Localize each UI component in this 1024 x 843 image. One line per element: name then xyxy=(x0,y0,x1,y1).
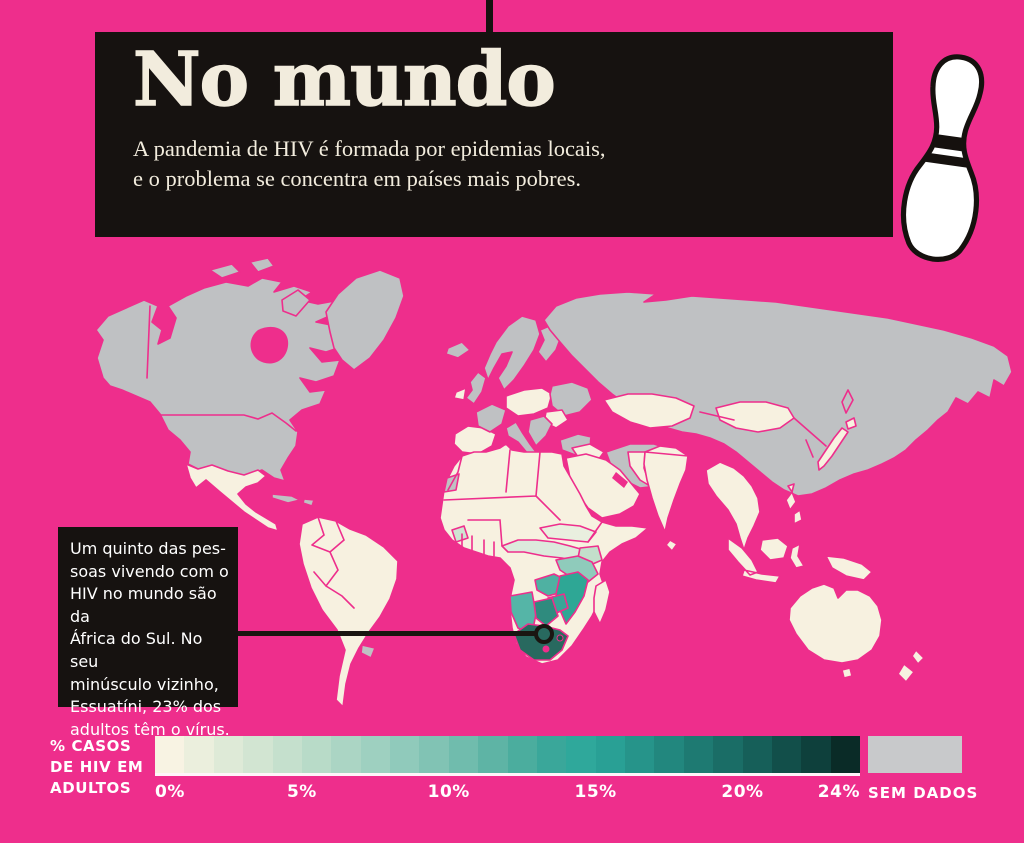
bowling-pin-icon xyxy=(858,48,1010,286)
legend-gradient-cell xyxy=(331,736,361,773)
asia-borders xyxy=(699,411,827,458)
region-indonesia xyxy=(727,537,805,584)
legend-gradient-cell xyxy=(419,736,449,773)
legend-gradient-cell xyxy=(654,736,684,773)
region-australia xyxy=(788,583,883,664)
legend-gradient-cell xyxy=(625,736,655,773)
legend-tick-label: 20% xyxy=(721,782,764,802)
legend-gradient-cell xyxy=(742,736,772,773)
region-madagascar xyxy=(593,579,611,625)
us-canada-border xyxy=(121,305,297,432)
legend-gradient-cell xyxy=(683,736,714,773)
legend-gradient-cell xyxy=(771,736,802,773)
region-cuba-hispaniola xyxy=(271,493,315,507)
region-balkans xyxy=(527,415,553,447)
region-mongolia xyxy=(715,401,795,433)
legend-gradient-bar xyxy=(155,736,860,773)
region-new-zealand xyxy=(897,649,925,683)
legend-gradient-cell xyxy=(830,736,860,773)
legend-gradient-cell xyxy=(566,736,596,773)
legend-gradient-cell xyxy=(713,736,743,773)
region-lesotho xyxy=(542,645,550,653)
legend-tick-label: 15% xyxy=(574,782,617,802)
region-indochina xyxy=(705,461,761,551)
legend-tick-label: 10% xyxy=(427,782,470,802)
callout-box: Um quinto das pes- soas vivendo com o HI… xyxy=(58,527,238,739)
legend-gradient-cell xyxy=(243,736,273,773)
top-accent-line xyxy=(486,0,493,34)
africa-borders xyxy=(443,449,689,557)
region-kazakhstan xyxy=(603,393,695,429)
region-russia-china xyxy=(543,291,1013,497)
region-united-kingdom xyxy=(465,371,487,405)
region-eswatini xyxy=(556,634,564,642)
region-new-guinea xyxy=(825,555,873,581)
legend-no-data-label: SEM DADOS xyxy=(868,784,979,802)
region-ireland xyxy=(453,387,467,401)
legend-ticks: 0% 5% 10% 15% 20% 24% xyxy=(155,782,860,804)
page-title: No mundo xyxy=(132,37,556,123)
legend-gradient-cell xyxy=(272,736,302,773)
legend-gradient-cell xyxy=(478,736,508,773)
legend-gradient-cell xyxy=(507,736,537,773)
legend-gradient-cell xyxy=(801,736,831,773)
persian-gulf xyxy=(612,472,628,488)
legend-no-data-swatch xyxy=(868,736,962,773)
region-sri-lanka xyxy=(665,539,678,552)
legend-tick-label: 0% xyxy=(155,782,185,802)
region-tanzania xyxy=(555,555,599,583)
region-mexico-central-america xyxy=(185,463,279,532)
legend-gradient-cell xyxy=(184,736,214,773)
region-central-europe xyxy=(505,387,553,417)
region-japan xyxy=(817,417,857,471)
legend-gradient-cell xyxy=(213,736,244,773)
south-america-borders xyxy=(311,516,355,648)
legend-tick-label: 24% xyxy=(817,782,860,802)
legend-gradient-cell xyxy=(155,736,185,773)
region-india xyxy=(643,445,689,533)
legend-tick-label: 5% xyxy=(286,782,317,802)
eswatini-marker-circle xyxy=(534,624,554,644)
region-north-america xyxy=(95,277,353,482)
page-subtitle: A pandemia de HIV é formada por epidemia… xyxy=(133,135,606,191)
legend-gradient-underline xyxy=(155,773,860,776)
region-greenland xyxy=(325,269,405,371)
region-guinea xyxy=(451,525,469,543)
region-botswana xyxy=(533,597,559,627)
region-sakhalin xyxy=(841,389,854,414)
legend-title: % CASOS DE HIV EM ADULTOS xyxy=(50,737,144,797)
legend-gradient-cell xyxy=(536,736,567,773)
legend-gradient-cell xyxy=(448,736,479,773)
legend-gradient-cell xyxy=(301,736,332,773)
hudson-bay xyxy=(250,326,289,364)
legend-gradient-cell xyxy=(595,736,625,773)
region-iberia xyxy=(453,425,497,455)
region-uruguay xyxy=(360,644,376,659)
legend-gradient-cell xyxy=(390,736,420,773)
region-tasmania xyxy=(841,667,853,679)
callout-connector-line xyxy=(237,631,536,636)
header-panel: No mundo A pandemia de HIV é formada por… xyxy=(95,32,893,237)
region-iceland xyxy=(445,341,471,359)
region-arctic-islands xyxy=(209,257,311,317)
region-philippines xyxy=(785,483,803,525)
region-france xyxy=(475,403,507,433)
legend-gradient-cell xyxy=(360,736,390,773)
region-eastern-europe xyxy=(549,381,593,417)
legend: 0% 5% 10% 15% 20% 24% SEM DADOS xyxy=(155,736,1024,806)
region-south-america xyxy=(298,516,399,708)
